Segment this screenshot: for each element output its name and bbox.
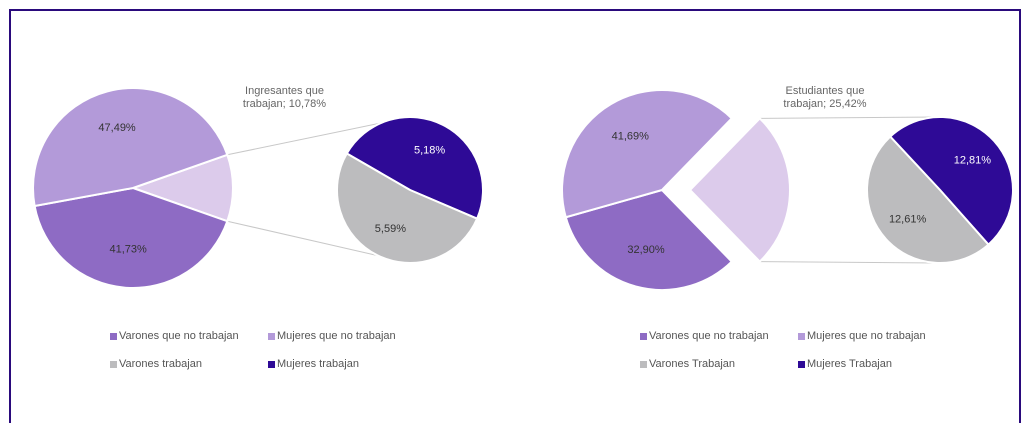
group-label: Estudiantes que trabajan; 25,42% [783, 85, 867, 110]
legend-label: Mujeres que no trabajan [277, 330, 396, 342]
data-label: 32,90% [627, 244, 665, 256]
data-label: 12,81% [954, 154, 992, 166]
legend-label: Mujeres Trabajan [807, 358, 892, 370]
pie-slice [33, 186, 229, 289]
connector [759, 261, 941, 264]
legend-swatch [110, 333, 117, 340]
pie-slice [888, 116, 1014, 247]
legend-swatch [268, 333, 275, 340]
legend-swatch [798, 361, 805, 368]
legend-swatch [268, 361, 275, 368]
legend-label: Varones Trabajan [649, 358, 736, 370]
pie-slice [561, 89, 734, 219]
data-label: 47,49% [98, 122, 136, 134]
pie-slice [866, 135, 990, 264]
data-label: 41,73% [109, 244, 147, 256]
pie-slice [345, 116, 484, 221]
legend-label: Varones que no trabajan [119, 330, 239, 342]
frame [9, 9, 1021, 423]
pie-slice [564, 188, 734, 291]
legend-label: Varones que no trabajan [649, 330, 769, 342]
legend-swatch [640, 333, 647, 340]
legend-swatch [640, 361, 647, 368]
pie-slice [688, 116, 791, 264]
pie-slice [129, 153, 234, 223]
legend-swatch [110, 361, 117, 368]
data-label: 12,61% [889, 213, 927, 225]
group-label: Ingresantes que trabajan; 10,78% [242, 85, 327, 110]
data-label: 5,18% [414, 145, 445, 157]
data-label: 5,59% [375, 223, 406, 235]
legend-label: Varones trabajan [119, 358, 202, 370]
connector [759, 116, 941, 119]
pie-slice [336, 152, 479, 264]
legend-label: Mujeres trabajan [277, 358, 359, 370]
legend-label: Mujeres que no trabajan [807, 330, 926, 342]
legend-swatch [798, 333, 805, 340]
pie-slice [32, 87, 229, 208]
data-label: 41,69% [612, 131, 650, 143]
